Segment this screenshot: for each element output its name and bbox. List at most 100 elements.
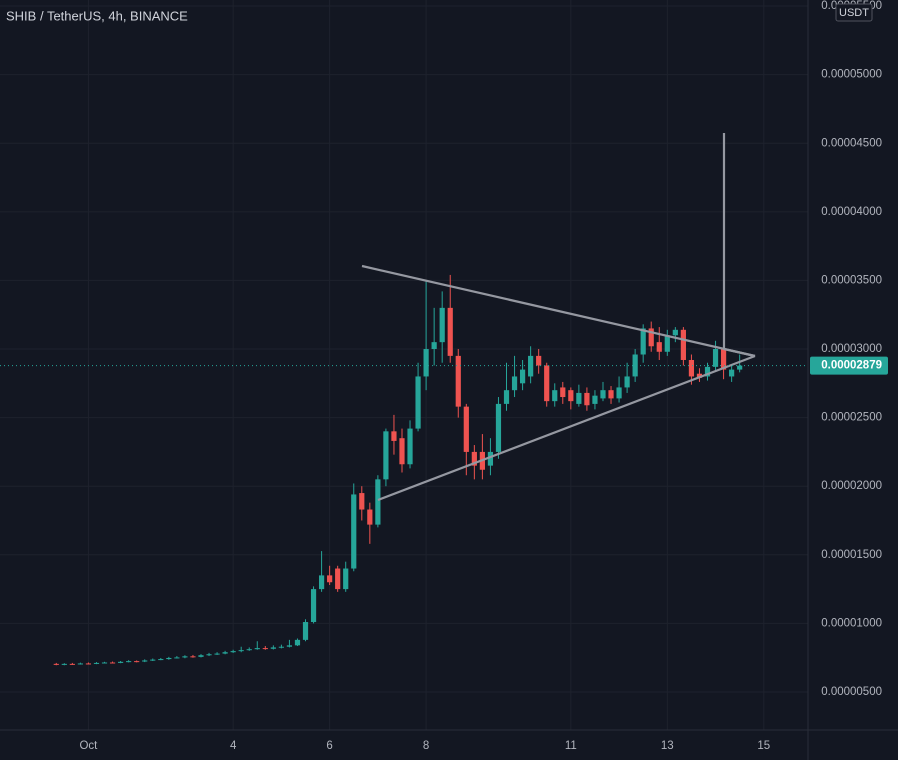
candle-body xyxy=(592,395,598,404)
y-tick-label: 0.00002500 xyxy=(821,412,882,424)
y-tick-label: 0.00001000 xyxy=(821,617,882,629)
candle-body xyxy=(166,657,172,660)
candle-body xyxy=(616,387,622,399)
candle-body xyxy=(294,639,301,646)
candle-body xyxy=(624,376,630,388)
trend-line xyxy=(377,354,756,502)
candle-body xyxy=(230,651,236,653)
candle-body xyxy=(688,359,695,377)
candle-body xyxy=(254,648,260,650)
candle-body xyxy=(431,342,437,350)
candle-body xyxy=(704,366,711,377)
candle-body xyxy=(495,403,502,452)
y-tick-label: 0.00001500 xyxy=(821,549,882,561)
candle-body xyxy=(423,349,429,377)
axes: 0.00000500 0.00001000 0.00001500 0.00002000… xyxy=(0,0,888,752)
y-tick-label: 0.00000500 xyxy=(821,686,882,698)
candle-body xyxy=(383,431,389,480)
candle-body xyxy=(174,657,180,659)
candle-body xyxy=(367,509,373,525)
candle-body xyxy=(85,663,92,665)
candle-body xyxy=(439,307,445,343)
candle-body xyxy=(278,646,284,648)
candle-body xyxy=(560,387,566,398)
candle-body xyxy=(463,406,469,452)
candle-body xyxy=(101,662,108,664)
candle-body xyxy=(77,663,83,665)
candle-body xyxy=(391,431,397,441)
candle-body xyxy=(568,390,574,402)
candle-body xyxy=(93,662,100,664)
candle-body xyxy=(608,390,614,399)
candle-body xyxy=(471,451,477,466)
candle-body xyxy=(117,661,124,663)
candle-body xyxy=(552,390,558,402)
candle-body xyxy=(206,654,212,656)
candle-body xyxy=(632,354,638,377)
candle-body xyxy=(53,663,59,665)
candle-body xyxy=(503,390,510,404)
x-tick-label: 8 xyxy=(423,740,429,752)
candle-body xyxy=(222,652,228,654)
candle-body xyxy=(737,365,743,370)
candle-body xyxy=(310,589,317,623)
candle-body xyxy=(327,575,333,583)
chart-title: SHIB / TetherUS, 4h, BINANCE xyxy=(6,8,188,23)
candle-body xyxy=(335,568,341,590)
candle-body xyxy=(214,653,220,655)
candle-body xyxy=(238,650,244,652)
candle-body xyxy=(109,662,116,664)
candle-body xyxy=(61,663,67,665)
candle-body xyxy=(664,335,670,352)
x-tick-label: 15 xyxy=(757,740,770,752)
candle-body xyxy=(270,647,276,649)
candle-body xyxy=(576,392,582,404)
x-tick-label: 11 xyxy=(565,740,577,752)
candle-body xyxy=(359,493,365,510)
candle-body xyxy=(696,373,703,378)
last-price-box xyxy=(810,356,888,375)
candle-body xyxy=(544,365,550,402)
candle-body xyxy=(407,428,413,465)
candle-body xyxy=(318,575,325,590)
y-tick-label: 0.00002000 xyxy=(821,480,882,492)
y-tick-label: 0.00003500 xyxy=(821,274,882,286)
last-price-label: 0.00002879 xyxy=(821,360,882,372)
candle-body xyxy=(375,479,381,525)
candle-body xyxy=(286,645,293,647)
x-tick-label: 6 xyxy=(326,740,332,752)
candle-body xyxy=(455,355,461,407)
y-tick-label: 0.00004000 xyxy=(821,206,882,218)
candle-body xyxy=(656,342,662,352)
candle-body xyxy=(302,622,309,640)
candle-body xyxy=(447,307,453,356)
candle-body xyxy=(126,661,132,663)
candle-body xyxy=(158,659,164,661)
drawings xyxy=(361,133,756,502)
candle-body xyxy=(712,349,719,367)
x-tick-label: 13 xyxy=(661,740,674,752)
candle-body xyxy=(198,655,204,657)
candle-body xyxy=(720,349,727,370)
candle-body xyxy=(672,329,678,336)
currency-label: USDT xyxy=(839,7,869,19)
x-tick-label: Oct xyxy=(79,740,98,752)
y-tick-label: 0.00004500 xyxy=(821,137,882,149)
y-tick-label: 0.00003000 xyxy=(821,343,882,355)
candle-body xyxy=(134,661,140,663)
candle-body xyxy=(519,369,526,384)
candle-body xyxy=(190,656,196,658)
candle-body xyxy=(399,438,405,465)
candle-body xyxy=(262,648,268,650)
candle-body xyxy=(648,328,654,347)
candle-body xyxy=(142,660,148,662)
candle-body xyxy=(528,355,534,377)
candle-body xyxy=(584,392,590,406)
candle-body xyxy=(729,369,735,377)
candle-body xyxy=(511,376,518,391)
currency-badge[interactable] xyxy=(835,3,873,22)
candle-body xyxy=(415,376,421,429)
candle-body xyxy=(680,329,686,360)
